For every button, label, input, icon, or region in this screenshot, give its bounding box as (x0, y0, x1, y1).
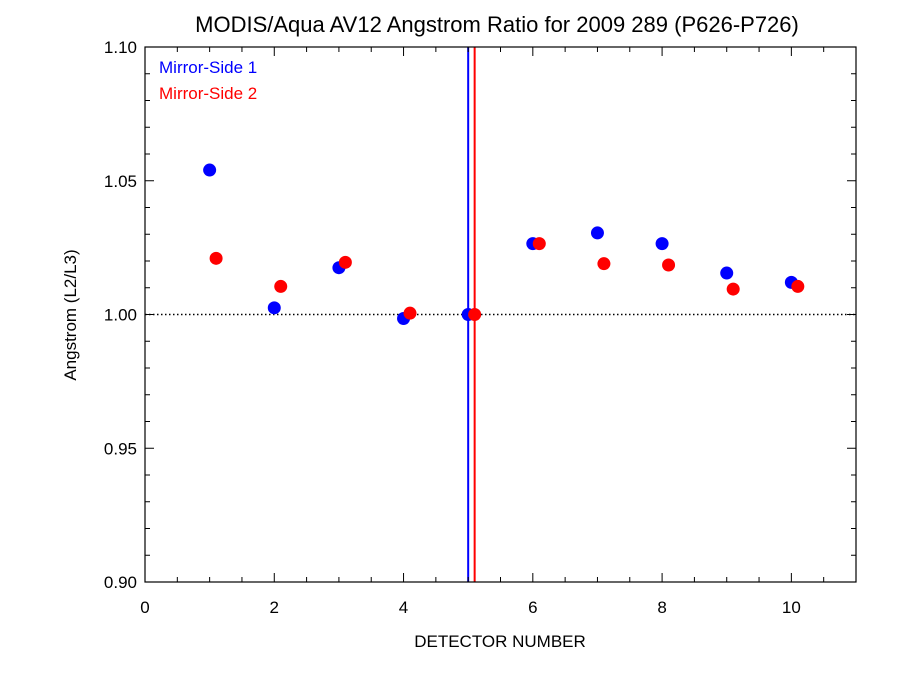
data-point-series-2 (209, 251, 223, 265)
x-tick-label: 2 (270, 598, 279, 617)
data-point-series-1 (590, 226, 604, 240)
data-point-series-2 (532, 237, 546, 251)
data-point-series-1 (203, 163, 217, 177)
x-tick-label: 0 (140, 598, 149, 617)
y-tick-label: 0.95 (104, 439, 137, 458)
data-point-series-2 (338, 255, 352, 269)
plot-axes: 0 2 4 6 8 10 0.90 0.95 1.00 1.05 1.10 (104, 38, 857, 617)
y-axis-label: Angstrom (L2/L3) (61, 249, 80, 380)
x-tick-label: 8 (657, 598, 666, 617)
data-point-series-2 (726, 282, 740, 296)
data-point-series-2 (662, 258, 676, 272)
y-tick-label: 0.90 (104, 573, 137, 592)
data-point-series-2 (597, 257, 611, 271)
chart-title: MODIS/Aqua AV12 Angstrom Ratio for 2009 … (195, 12, 799, 37)
data-point-series-2 (274, 279, 288, 293)
data-point-series-2 (468, 308, 482, 321)
x-tick-label: 10 (782, 598, 801, 617)
y-tick-label: 1.10 (104, 38, 137, 57)
legend: Mirror-Side 1 Mirror-Side 2 (159, 58, 257, 103)
x-tick-label: 4 (399, 598, 408, 617)
plot-marks (145, 47, 856, 582)
data-point-series-2 (791, 279, 805, 293)
x-tick-label: 6 (528, 598, 537, 617)
x-axis-label: DETECTOR NUMBER (414, 632, 586, 651)
y-tick-label: 1.05 (104, 172, 137, 191)
legend-item: Mirror-Side 1 (159, 58, 257, 77)
legend-item: Mirror-Side 2 (159, 84, 257, 103)
plot-frame (144, 46, 857, 583)
data-point-series-1 (267, 301, 281, 315)
data-point-series-2 (403, 306, 417, 320)
data-point-series-1 (655, 237, 669, 251)
y-tick-label: 1.00 (104, 306, 137, 325)
data-point-series-1 (720, 266, 734, 280)
